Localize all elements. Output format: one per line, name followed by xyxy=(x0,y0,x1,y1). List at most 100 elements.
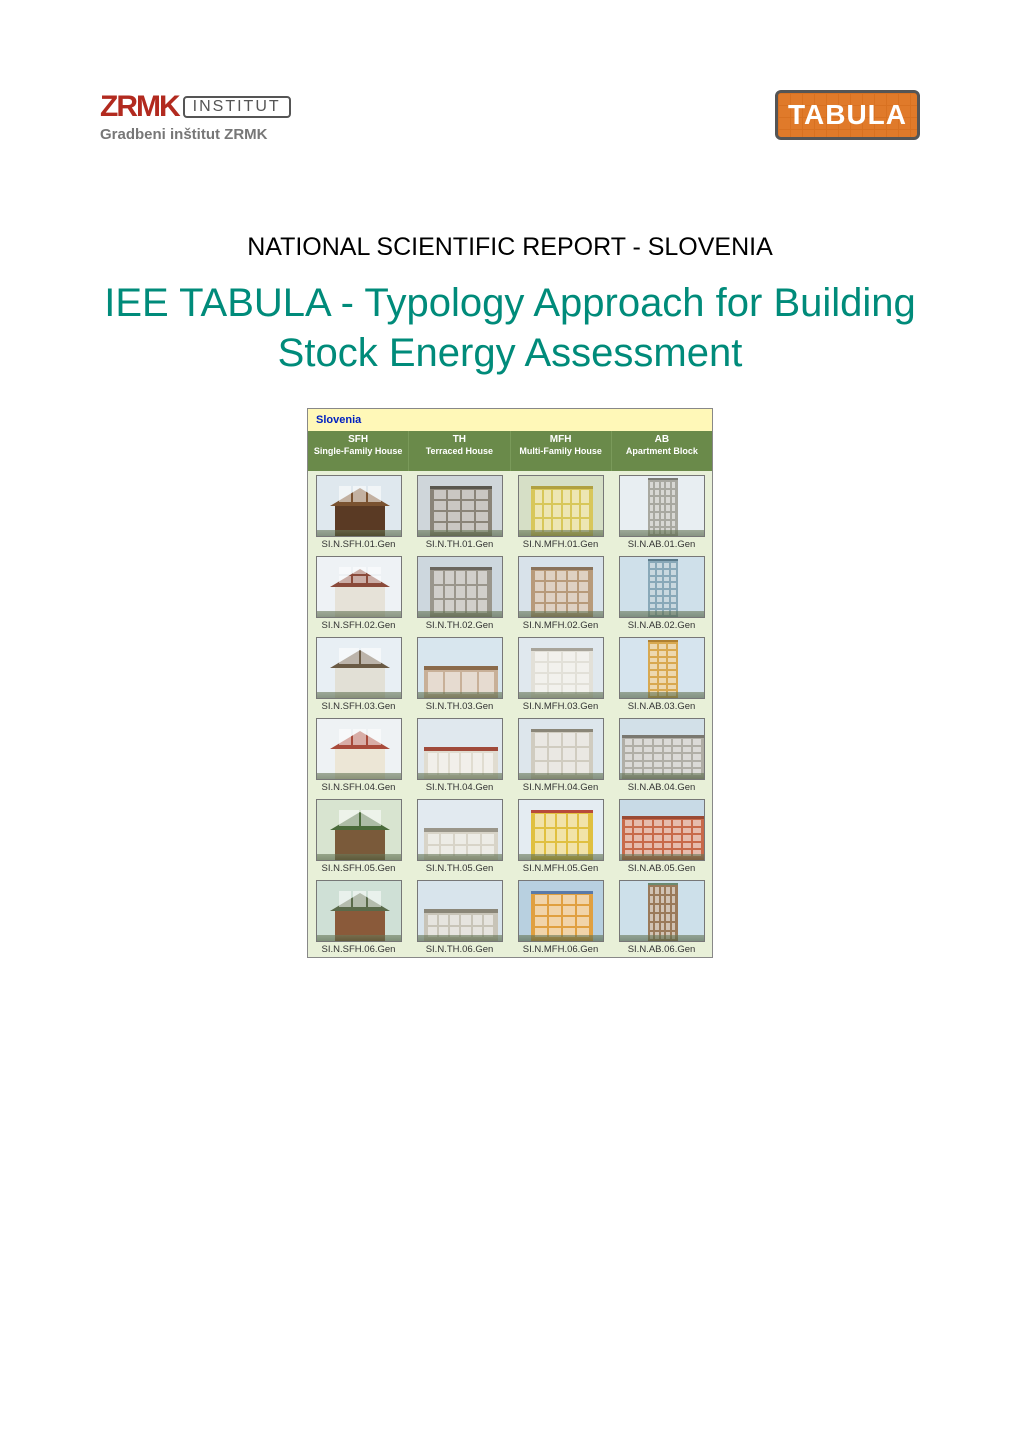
matrix-cell: SI.N.MFH.05.Gen xyxy=(510,795,611,876)
cell-caption: SI.N.MFH.02.Gen xyxy=(512,620,609,631)
matrix-header-row: SFHSingle-Family HouseTHTerraced HouseMF… xyxy=(308,431,712,471)
matrix-header-cell: ABApartment Block xyxy=(611,431,712,471)
matrix-cell: SI.N.AB.06.Gen xyxy=(611,876,712,957)
matrix-cell: SI.N.AB.01.Gen xyxy=(611,471,712,552)
cell-caption: SI.N.AB.05.Gen xyxy=(613,863,710,874)
cell-caption: SI.N.SFH.02.Gen xyxy=(310,620,407,631)
zrmk-logo-top: ZRMK INSTITUT xyxy=(100,90,291,124)
matrix-row: SI.N.SFH.06.GenSI.N.TH.06.GenSI.N.MFH.06… xyxy=(308,876,712,957)
matrix-header-cell: THTerraced House xyxy=(408,431,509,471)
matrix-row: SI.N.SFH.04.Gen SI.N.TH.04.Gen SI.N.MFH.04… xyxy=(308,714,712,795)
matrix-header-cell: SFHSingle-Family House xyxy=(308,431,408,471)
building-thumbnail xyxy=(619,556,705,618)
cell-caption: SI.N.AB.01.Gen xyxy=(613,539,710,550)
cell-caption: SI.N.SFH.05.Gen xyxy=(310,863,407,874)
cell-caption: SI.N.MFH.04.Gen xyxy=(512,782,609,793)
building-thumbnail xyxy=(417,880,503,942)
matrix-cell: SI.N.AB.03.Gen xyxy=(611,633,712,714)
zrmk-subtitle: Gradbeni inštitut ZRMK xyxy=(100,126,291,143)
cell-caption: SI.N.AB.06.Gen xyxy=(613,944,710,955)
matrix-cell: SI.N.MFH.03.Gen xyxy=(510,633,611,714)
header-code: TH xyxy=(411,434,507,446)
typology-matrix: Slovenia SFHSingle-Family HouseTHTerrace… xyxy=(307,408,713,958)
building-thumbnail xyxy=(316,556,402,618)
matrix-cell: SI.N.TH.04.Gen xyxy=(409,714,510,795)
typology-matrix-wrap: Slovenia SFHSingle-Family HouseTHTerrace… xyxy=(100,408,920,958)
building-thumbnail xyxy=(619,718,705,780)
matrix-cell: SI.N.MFH.01.Gen xyxy=(510,471,611,552)
matrix-cell: SI.N.AB.05.Gen xyxy=(611,795,712,876)
matrix-country-label: Slovenia xyxy=(308,409,712,431)
cell-caption: SI.N.MFH.03.Gen xyxy=(512,701,609,712)
matrix-row: SI.N.SFH.02.Gen SI.N.TH.02.Gen SI.N.MFH.02… xyxy=(308,552,712,633)
cell-caption: SI.N.MFH.01.Gen xyxy=(512,539,609,550)
matrix-cell: SI.N.TH.06.Gen xyxy=(409,876,510,957)
matrix-cell: SI.N.SFH.01.Gen xyxy=(308,471,409,552)
header-label: Multi-Family House xyxy=(513,446,609,457)
cell-caption: SI.N.MFH.05.Gen xyxy=(512,863,609,874)
header-code: MFH xyxy=(513,434,609,446)
building-thumbnail xyxy=(316,637,402,699)
cell-caption: SI.N.AB.04.Gen xyxy=(613,782,710,793)
building-thumbnail xyxy=(417,475,503,537)
matrix-cell: SI.N.MFH.02.Gen xyxy=(510,552,611,633)
matrix-cell: SI.N.SFH.02.Gen xyxy=(308,552,409,633)
matrix-cell: SI.N.SFH.04.Gen xyxy=(308,714,409,795)
cell-caption: SI.N.TH.01.Gen xyxy=(411,539,508,550)
matrix-row: SI.N.SFH.05.Gen SI.N.TH.05.Gen SI.N.MFH.05… xyxy=(308,795,712,876)
building-thumbnail xyxy=(518,556,604,618)
cell-caption: SI.N.SFH.03.Gen xyxy=(310,701,407,712)
building-thumbnail xyxy=(518,637,604,699)
building-thumbnail xyxy=(518,475,604,537)
building-thumbnail xyxy=(619,799,705,861)
matrix-header-cell: MFHMulti-Family House xyxy=(510,431,611,471)
building-thumbnail xyxy=(518,799,604,861)
report-title: IEE TABULA - Typology Approach for Build… xyxy=(100,278,920,378)
cell-caption: SI.N.SFH.06.Gen xyxy=(310,944,407,955)
building-thumbnail xyxy=(619,475,705,537)
building-thumbnail xyxy=(417,799,503,861)
zrmk-mark-icon: ZRMK xyxy=(100,90,179,124)
cell-caption: SI.N.AB.02.Gen xyxy=(613,620,710,631)
matrix-cell: SI.N.TH.02.Gen xyxy=(409,552,510,633)
matrix-cell: SI.N.TH.03.Gen xyxy=(409,633,510,714)
cell-caption: SI.N.TH.03.Gen xyxy=(411,701,508,712)
matrix-cell: SI.N.SFH.05.Gen xyxy=(308,795,409,876)
matrix-cell: SI.N.AB.04.Gen xyxy=(611,714,712,795)
cell-caption: SI.N.TH.02.Gen xyxy=(411,620,508,631)
cell-caption: SI.N.TH.05.Gen xyxy=(411,863,508,874)
matrix-cell: SI.N.TH.01.Gen xyxy=(409,471,510,552)
building-thumbnail xyxy=(316,880,402,942)
header-code: AB xyxy=(614,434,710,446)
building-thumbnail xyxy=(619,880,705,942)
cell-caption: SI.N.AB.03.Gen xyxy=(613,701,710,712)
matrix-cell: SI.N.SFH.06.Gen xyxy=(308,876,409,957)
building-thumbnail xyxy=(316,799,402,861)
matrix-cell: SI.N.MFH.04.Gen xyxy=(510,714,611,795)
header-code: SFH xyxy=(310,434,406,446)
matrix-cell: SI.N.MFH.06.Gen xyxy=(510,876,611,957)
building-thumbnail xyxy=(518,718,604,780)
matrix-body: SI.N.SFH.01.Gen SI.N.TH.01.Gen SI.N.MFH.01… xyxy=(308,471,712,957)
cell-caption: SI.N.SFH.04.Gen xyxy=(310,782,407,793)
header-label: Single-Family House xyxy=(310,446,406,457)
matrix-cell: SI.N.SFH.03.Gen xyxy=(308,633,409,714)
header-label: Apartment Block xyxy=(614,446,710,457)
tabula-logo-text: TABULA xyxy=(788,99,907,131)
tabula-logo: TABULA xyxy=(775,90,920,140)
building-thumbnail xyxy=(316,475,402,537)
matrix-row: SI.N.SFH.03.Gen SI.N.TH.03.Gen SI.N.MFH.03… xyxy=(308,633,712,714)
header-label: Terraced House xyxy=(411,446,507,457)
building-thumbnail xyxy=(619,637,705,699)
building-thumbnail xyxy=(417,556,503,618)
cell-caption: SI.N.TH.04.Gen xyxy=(411,782,508,793)
cell-caption: SI.N.SFH.01.Gen xyxy=(310,539,407,550)
building-thumbnail xyxy=(518,880,604,942)
page-header: ZRMK INSTITUT Gradbeni inštitut ZRMK TAB… xyxy=(100,90,920,143)
building-thumbnail xyxy=(316,718,402,780)
matrix-cell: SI.N.TH.05.Gen xyxy=(409,795,510,876)
zrmk-logo: ZRMK INSTITUT Gradbeni inštitut ZRMK xyxy=(100,90,291,143)
building-thumbnail xyxy=(417,718,503,780)
matrix-row: SI.N.SFH.01.Gen SI.N.TH.01.Gen SI.N.MFH.01… xyxy=(308,471,712,552)
building-thumbnail xyxy=(417,637,503,699)
